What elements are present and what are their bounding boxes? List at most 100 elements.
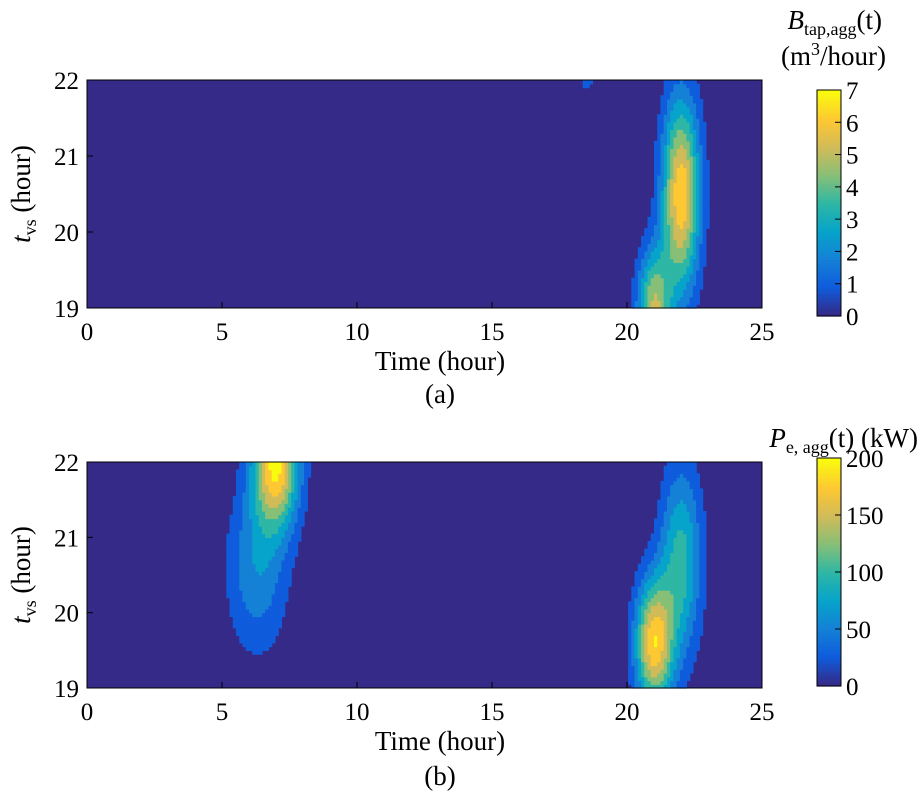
heatmap-cell	[683, 495, 687, 501]
heatmap-cell	[239, 601, 244, 606]
heatmap-cell	[284, 507, 289, 512]
heatmap-cell	[265, 522, 270, 527]
heatmap-cell	[245, 469, 250, 474]
heatmap-cell	[258, 646, 263, 651]
colorbar-swatch	[817, 629, 841, 633]
panel-b-label: (b)	[424, 761, 455, 791]
heatmap-cell	[294, 533, 299, 538]
heatmap-cell	[291, 559, 295, 565]
heatmap-cell	[644, 292, 649, 298]
heatmap-cell	[673, 232, 678, 237]
heatmap-cell	[252, 612, 257, 618]
heatmap-cell	[683, 480, 687, 486]
heatmap-cell	[673, 620, 678, 625]
colorbar-swatch	[817, 623, 841, 627]
heatmap-cell	[274, 616, 279, 621]
heatmap-cell	[696, 201, 700, 206]
heatmap-cell	[696, 213, 700, 218]
heatmap-cell	[278, 465, 282, 471]
heatmap-cell	[686, 518, 691, 523]
heatmap-cell	[287, 571, 292, 576]
heatmap-cell	[274, 522, 279, 527]
heatmap-cell	[686, 99, 691, 104]
heatmap-cell	[663, 473, 668, 478]
heatmap-cell	[670, 205, 675, 210]
heatmap-cell	[686, 616, 691, 621]
heatmap-cell	[657, 205, 662, 210]
heatmap-cell	[676, 213, 681, 218]
heatmap-cell	[634, 258, 639, 263]
heatmap-cell	[657, 684, 662, 689]
heatmap-cell	[702, 243, 707, 248]
panel-a-y-axis-label: tvs (hour)	[6, 145, 40, 243]
heatmap-cell	[679, 83, 684, 89]
heatmap-cell	[679, 665, 684, 670]
heatmap-cell	[683, 300, 687, 305]
heatmap-cell	[255, 514, 260, 520]
heatmap-cell	[670, 133, 675, 138]
heatmap-cell	[673, 514, 678, 520]
heatmap-cell	[686, 627, 691, 633]
heatmap-cell	[689, 635, 694, 640]
heatmap-cell	[654, 190, 658, 195]
heatmap-cell	[294, 522, 299, 527]
heatmap-cell	[702, 541, 707, 546]
heatmap-cell	[265, 469, 270, 474]
x-tick-label: 20	[615, 699, 640, 726]
heatmap-cell	[281, 571, 286, 576]
heatmap-cell	[644, 593, 649, 599]
heatmap-cell	[242, 623, 247, 629]
heatmap-cell	[654, 144, 658, 149]
heatmap-cell	[265, 631, 270, 636]
heatmap-cell	[252, 462, 257, 467]
heatmap-cell	[634, 590, 639, 595]
heatmap-cell	[637, 642, 642, 648]
heatmap-cell	[679, 213, 684, 218]
heatmap-cell	[654, 556, 658, 561]
colorbar-swatch	[817, 231, 841, 235]
heatmap-cell	[692, 167, 697, 172]
heatmap-cell	[692, 262, 697, 267]
heatmap-cell	[631, 642, 636, 648]
heatmap-cell	[255, 650, 260, 655]
heatmap-cell	[650, 639, 655, 644]
heatmap-cell	[666, 197, 671, 203]
heatmap-cell	[631, 300, 636, 305]
heatmap-cell	[660, 650, 665, 655]
heatmap-cell	[676, 635, 681, 640]
heatmap-cell	[657, 228, 662, 233]
heatmap-cell	[258, 495, 263, 501]
heatmap-cell	[692, 296, 697, 301]
heatmap-cell	[696, 273, 700, 279]
heatmap-cell	[666, 106, 671, 111]
heatmap-cell	[265, 612, 270, 618]
heatmap-cell	[268, 492, 273, 497]
heatmap-cell	[683, 586, 687, 591]
heatmap-cell	[689, 654, 694, 659]
heatmap-cell	[654, 642, 658, 648]
heatmap-cell	[666, 533, 671, 538]
heatmap-cell	[670, 563, 675, 569]
heatmap-cell	[287, 556, 292, 561]
heatmap-cell	[670, 608, 675, 614]
heatmap-cell	[670, 213, 675, 218]
heatmap-cell	[679, 684, 684, 689]
heatmap-cell	[679, 650, 684, 655]
heatmap-cell	[702, 194, 707, 199]
heatmap-cell	[657, 657, 662, 663]
colorbar-swatch	[817, 603, 841, 607]
heatmap-cell	[683, 140, 687, 146]
heatmap-cell	[236, 586, 240, 591]
heatmap-cell	[670, 526, 675, 531]
heatmap-cell	[676, 669, 681, 674]
heatmap-cell	[692, 507, 697, 512]
heatmap-cell	[242, 620, 247, 625]
heatmap-cell	[686, 209, 691, 214]
heatmap-cell	[265, 526, 270, 531]
heatmap-cell	[278, 469, 282, 474]
colorbar-swatch	[817, 205, 841, 210]
heatmap-cell	[679, 646, 684, 651]
heatmap-cell	[650, 620, 655, 625]
heatmap-cell	[670, 635, 675, 640]
heatmap-cell	[683, 473, 687, 478]
